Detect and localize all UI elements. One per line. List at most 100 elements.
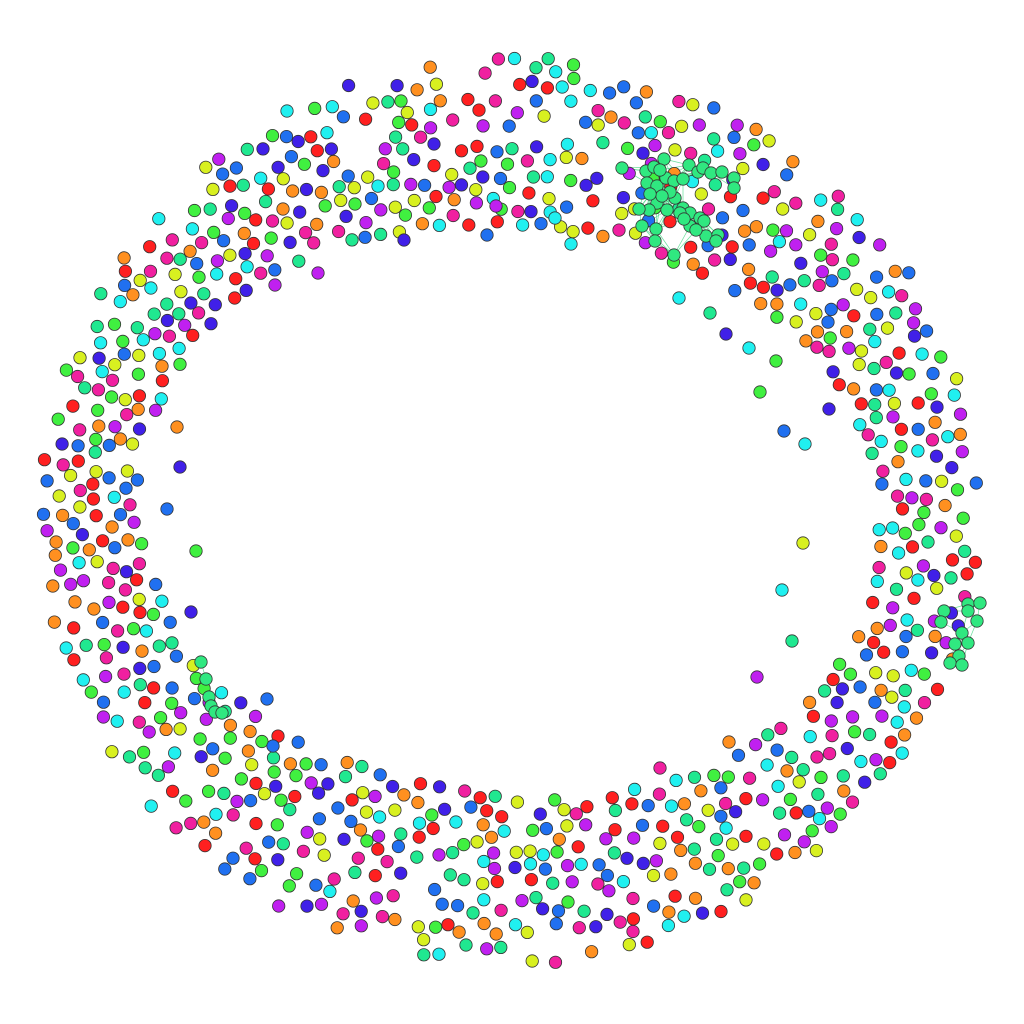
graph-node: [73, 500, 87, 514]
graph-node: [55, 508, 70, 523]
graph-node: [266, 739, 280, 753]
graph-node: [113, 294, 127, 309]
graph-node: [534, 217, 548, 231]
graph-node: [345, 233, 359, 247]
graph-node: [160, 313, 174, 328]
graph-node: [911, 444, 925, 458]
graph-node: [772, 235, 787, 249]
graph-node: [845, 795, 860, 809]
graph-node: [198, 838, 212, 853]
graph-node: [785, 750, 799, 765]
graph-node: [777, 828, 792, 842]
graph-node: [73, 483, 87, 498]
graph-node: [885, 521, 900, 535]
graph-node: [537, 109, 551, 123]
graph-node: [197, 815, 211, 829]
graph-node: [806, 709, 821, 723]
graph-node: [458, 784, 472, 798]
graph-node: [511, 204, 525, 219]
graph-node: [890, 489, 905, 503]
graph-node: [102, 438, 116, 452]
graph-node: [236, 178, 250, 192]
graph-node: [66, 541, 80, 555]
cluster-node: [970, 614, 984, 628]
graph-node: [59, 641, 73, 655]
graph-node: [845, 710, 860, 724]
graph-node: [309, 878, 323, 892]
graph-node: [189, 544, 203, 558]
graph-node: [822, 402, 836, 416]
graph-node: [210, 267, 224, 281]
graph-node: [890, 715, 904, 729]
graph-node: [229, 161, 243, 175]
graph-node: [374, 203, 388, 217]
graph-node: [210, 254, 224, 268]
graph-node: [110, 714, 124, 728]
graph-node: [291, 134, 305, 149]
graph-node: [557, 803, 571, 817]
graph-node: [169, 649, 183, 663]
graph-node: [407, 153, 421, 167]
graph-node: [340, 755, 354, 770]
graph-node: [739, 829, 753, 843]
graph-node: [679, 813, 694, 827]
graph-node: [928, 629, 942, 644]
graph-node: [223, 718, 237, 732]
graph-node: [394, 866, 408, 880]
graph-node: [446, 113, 460, 127]
graph-node: [822, 344, 836, 358]
graph-node: [133, 678, 147, 692]
graph-node: [429, 189, 443, 204]
graph-node: [71, 369, 85, 384]
graph-node: [454, 144, 469, 158]
graph-node: [105, 390, 119, 404]
graph-node: [714, 904, 728, 919]
graph-node: [130, 473, 144, 487]
graph-node: [254, 266, 268, 280]
graph-node: [881, 285, 896, 299]
graph-node: [636, 146, 650, 160]
graph-node: [125, 437, 140, 451]
graph-node: [686, 257, 700, 271]
graph-node: [165, 233, 179, 247]
graph-node: [417, 948, 431, 962]
graph-node: [476, 877, 490, 891]
graph-node: [868, 695, 882, 709]
graph-node: [574, 857, 588, 871]
graph-node: [789, 806, 803, 820]
graph-node: [880, 321, 895, 335]
cluster-node: [667, 248, 681, 262]
graph-node: [99, 669, 113, 684]
graph-node: [854, 754, 868, 769]
graph-node: [386, 165, 401, 179]
graph-node: [620, 141, 635, 155]
cluster-node: [635, 219, 649, 233]
graph-node: [949, 372, 964, 386]
cluster-node: [948, 637, 962, 651]
graph-node: [909, 711, 924, 725]
graph-node: [900, 613, 914, 627]
graph-node: [810, 750, 824, 764]
graph-node: [274, 793, 288, 807]
graph-node: [480, 942, 494, 956]
graph-node: [572, 921, 586, 935]
graph-node: [846, 253, 860, 267]
graph-node: [956, 511, 970, 525]
graph-node: [701, 202, 716, 216]
graph-node: [695, 906, 710, 920]
graph-node: [670, 830, 685, 844]
graph-node: [591, 118, 605, 132]
graph-node: [639, 85, 654, 99]
graph-node: [687, 770, 702, 784]
graph-node: [199, 712, 213, 726]
graph-node: [529, 61, 543, 75]
graph-node: [912, 517, 926, 532]
graph-node: [52, 489, 66, 503]
graph-node: [551, 904, 566, 918]
graph-node: [892, 346, 906, 360]
graph-node: [372, 810, 387, 824]
graph-node: [564, 94, 578, 108]
graph-node: [173, 252, 187, 266]
graph-node: [89, 432, 103, 446]
graph-node: [179, 794, 193, 808]
